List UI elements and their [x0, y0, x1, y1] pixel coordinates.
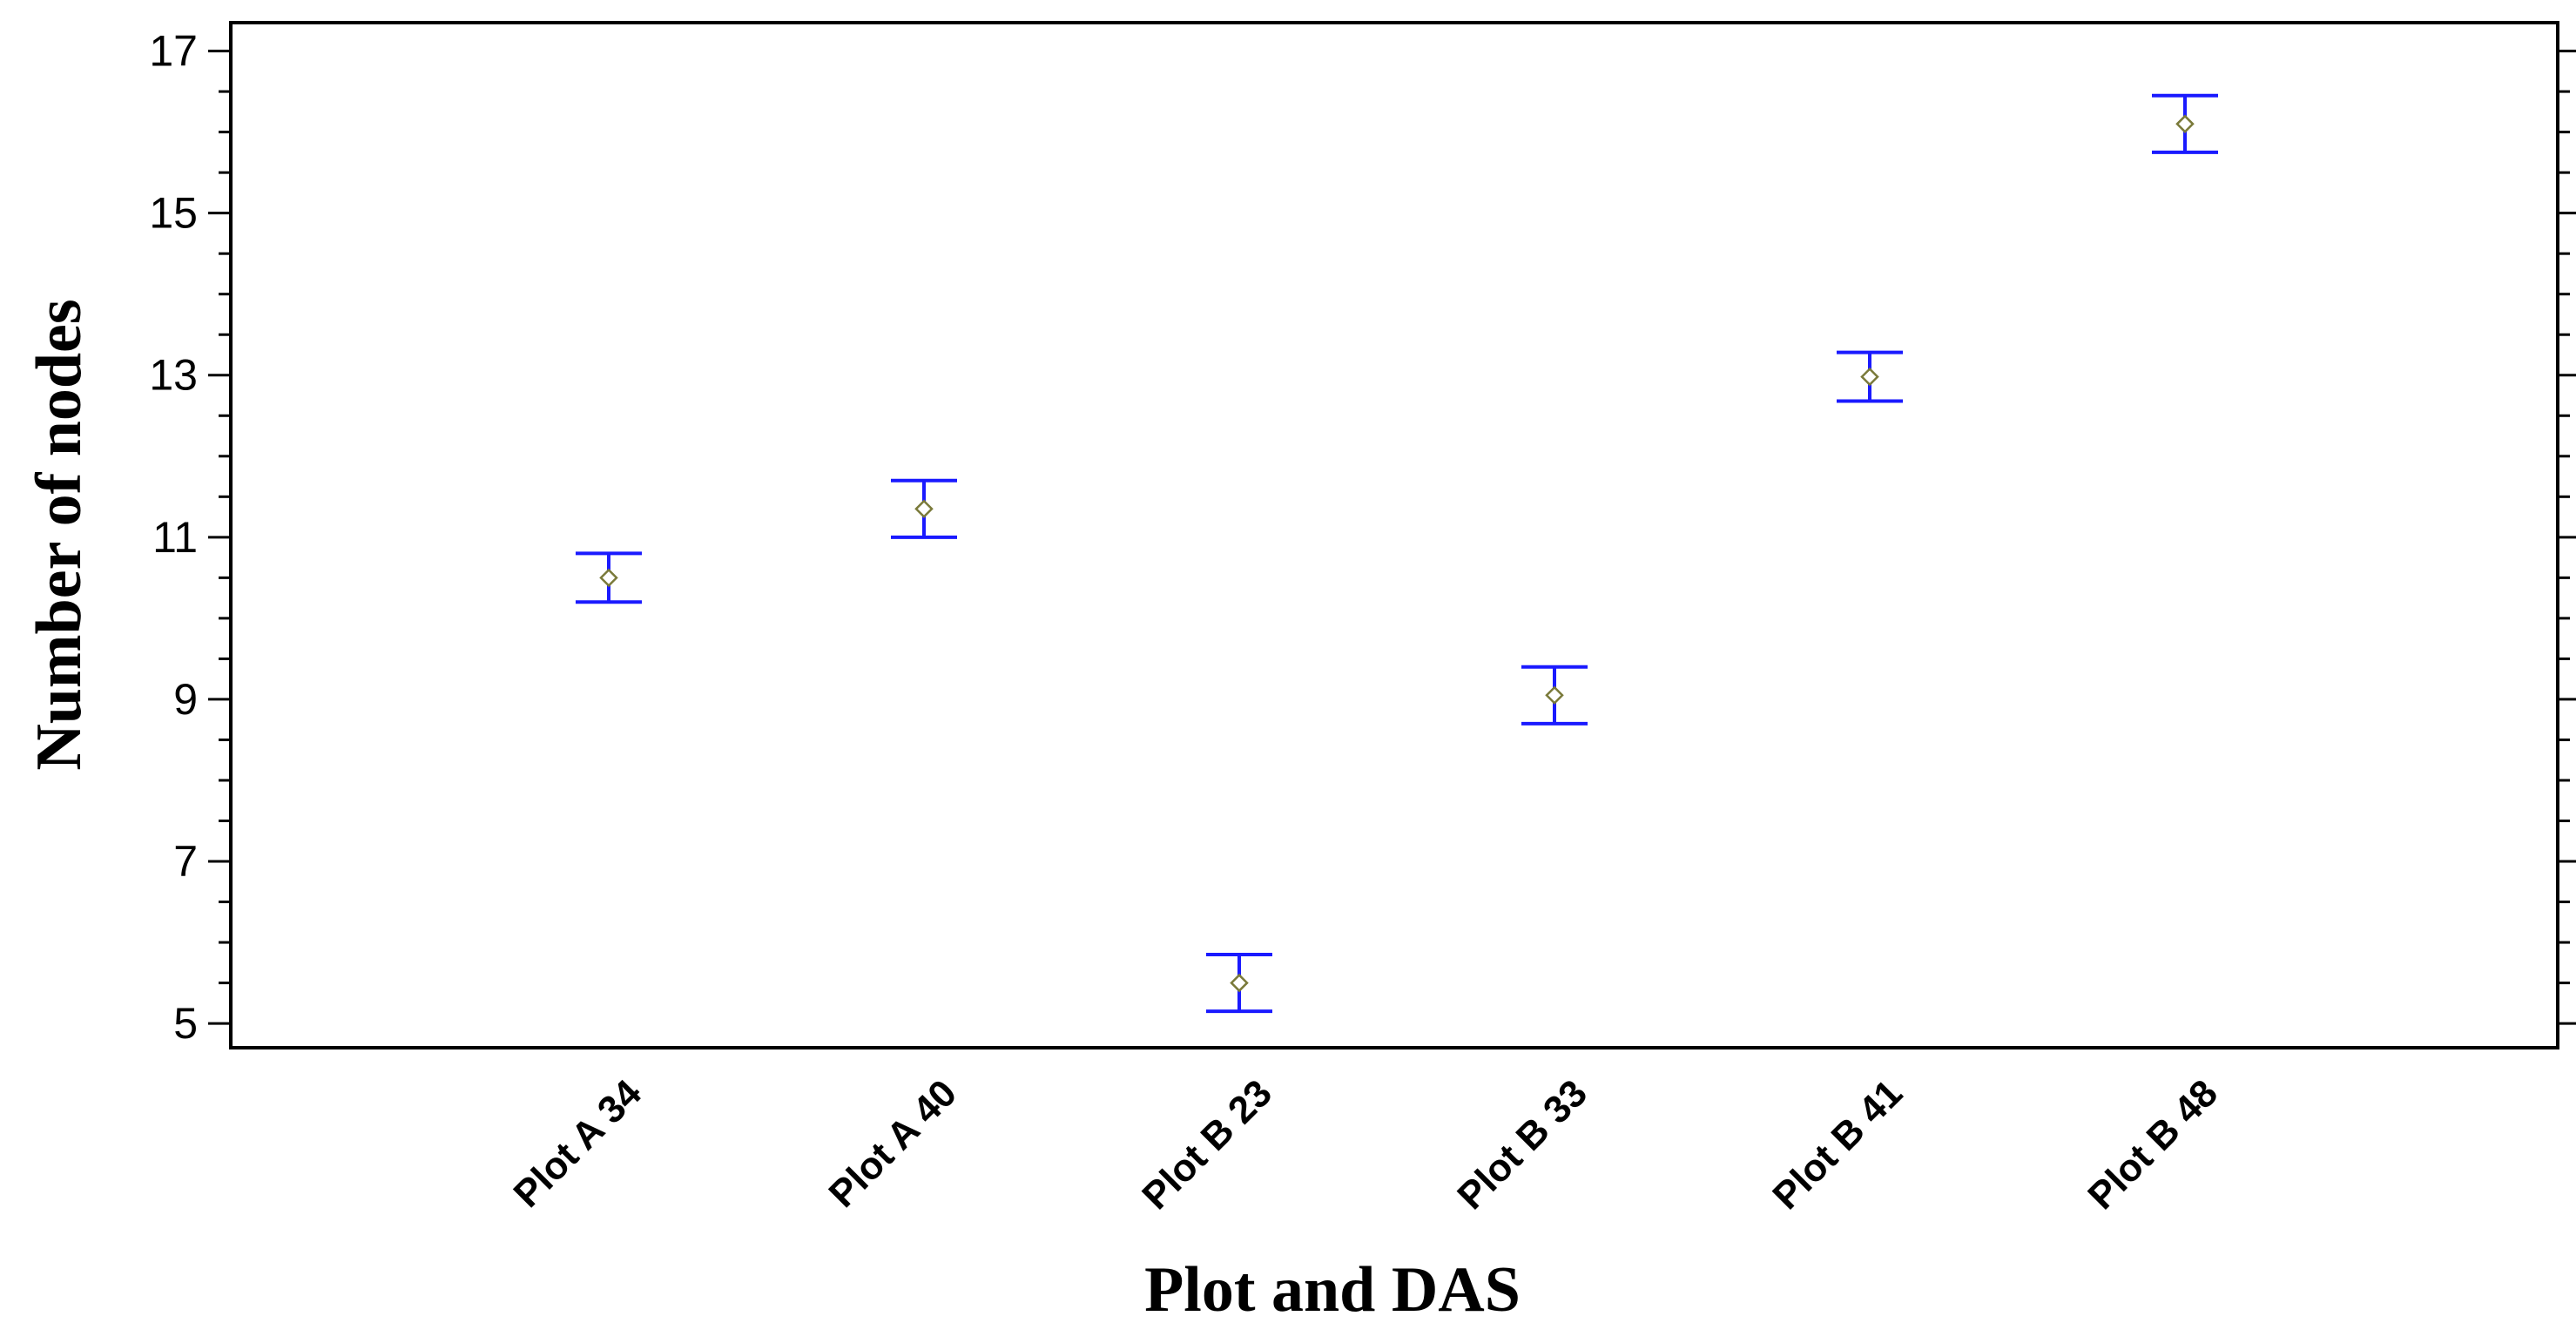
data-point-group — [1521, 665, 1588, 725]
data-point-group — [891, 478, 957, 539]
y-tick-label: 5 — [173, 999, 198, 1048]
x-tick-label: Plot A 40 — [821, 1071, 965, 1215]
mean-marker — [1545, 685, 1564, 705]
x-axis-title: Plot and DAS — [1144, 1254, 1521, 1326]
mean-marker — [599, 568, 618, 588]
y-axis: 5 7 9 11 13 15 17 — [149, 27, 2576, 1048]
mean-marker — [914, 499, 934, 519]
x-tick-label: Plot B 23 — [1134, 1071, 1280, 1218]
y-tick-label: 15 — [149, 189, 198, 238]
y-tick-label: 11 — [152, 513, 198, 562]
data-point-group — [2152, 93, 2218, 154]
y-tick-label: 7 — [173, 837, 198, 886]
data-points — [576, 93, 2218, 1014]
x-axis: Plot A 34 Plot A 40 Plot B 23 Plot B 33 Plot… — [506, 1071, 2226, 1218]
y-tick-label: 17 — [149, 27, 198, 76]
plot-frame — [229, 21, 2559, 1049]
mean-marker — [1230, 973, 1249, 993]
x-tick-label: Plot B 41 — [1764, 1071, 1911, 1218]
data-point-group — [1206, 953, 1272, 1014]
y-tick-label: 9 — [173, 675, 198, 724]
y-tick-label: 13 — [149, 351, 198, 400]
x-tick-label: Plot B 33 — [1449, 1071, 1595, 1218]
mean-marker — [1860, 367, 1879, 387]
y-axis-title: Number of nodes — [24, 299, 95, 770]
x-tick-label: Plot B 48 — [2080, 1071, 2226, 1218]
data-point-group — [576, 551, 642, 604]
x-tick-label: Plot A 34 — [506, 1071, 651, 1216]
data-point-group — [1837, 350, 1903, 403]
mean-marker — [2175, 114, 2195, 134]
